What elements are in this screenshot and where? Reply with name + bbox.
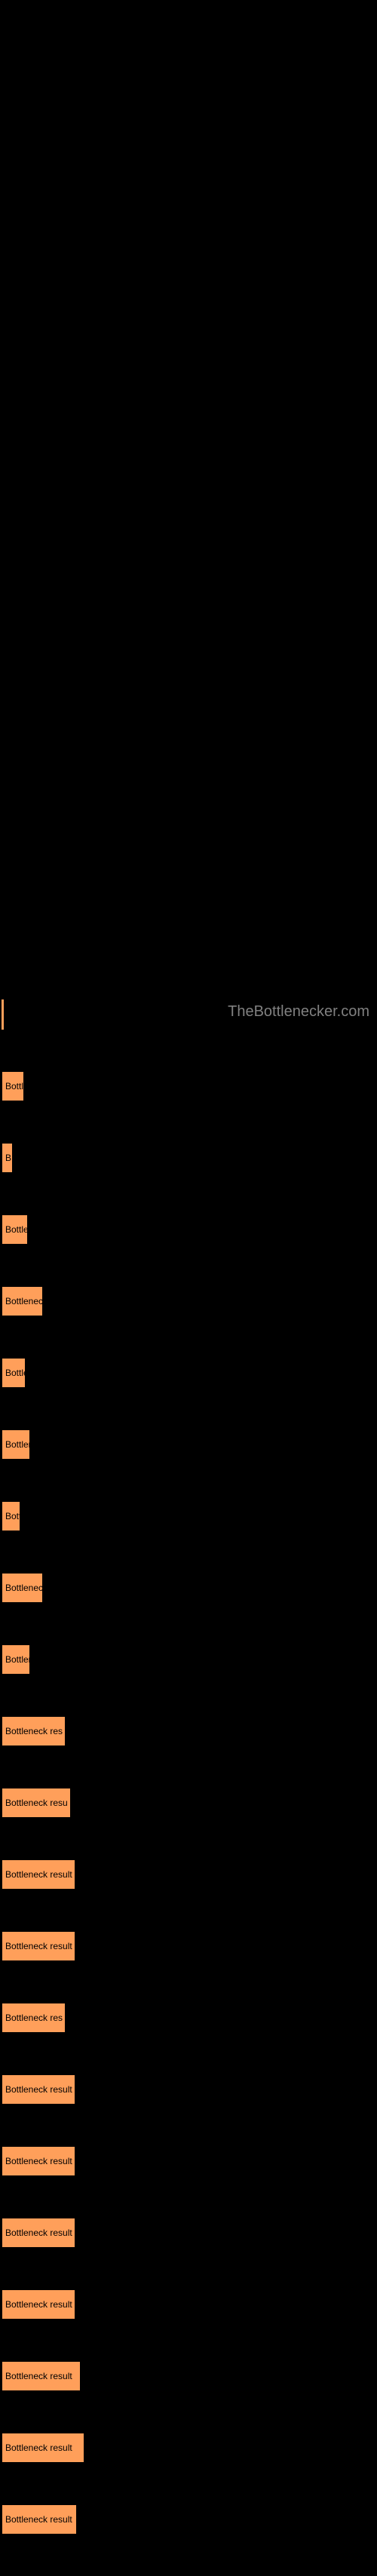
- bar-row: Bottle: [2, 1071, 377, 1101]
- bar-row: Bottler: [2, 1358, 377, 1388]
- bar-label: Bottler: [5, 1368, 26, 1378]
- bar: Bottlene: [2, 1644, 30, 1675]
- bar-row: Bottleneck result: [2, 2504, 377, 2535]
- bar-label: Bottleneck result: [5, 2084, 72, 2095]
- bar-label: Bottleneck result: [5, 2514, 72, 2525]
- bar-row: Bottleneck result: [2, 2361, 377, 2391]
- bar-label: Bottleneck result: [5, 2299, 72, 2310]
- bar-label: Bottlene: [5, 1439, 30, 1450]
- bar: Bottleneck: [2, 1286, 43, 1316]
- bar: Bottleneck result: [2, 2504, 77, 2535]
- bar: Bottleneck result: [2, 2218, 75, 2248]
- bar-label: Bottleneck result: [5, 1941, 72, 1951]
- bar: Bottleneck res: [2, 2003, 66, 2033]
- bar-row: Bott: [2, 1501, 377, 1531]
- bar-chart: Bottle B Bottlen Bottleneck Bottler Bottlene B…: [0, 999, 377, 2535]
- bar: Bottlen: [2, 1214, 28, 1245]
- bar-row: Bottleneck result: [2, 1859, 377, 1890]
- bar-row: Bottleneck result: [2, 2146, 377, 2176]
- bar-label: Bottleneck result: [5, 2371, 72, 2381]
- bar: B: [2, 1143, 13, 1173]
- bar-row: Bottlene: [2, 1644, 377, 1675]
- bar: Bottleneck result: [2, 1931, 75, 1961]
- bar-row: Bottleneck result: [2, 2289, 377, 2320]
- bar-label: Bottle: [5, 1081, 24, 1091]
- bar: [2, 999, 4, 1030]
- bar: Bottleneck result: [2, 2289, 75, 2320]
- bar-label: Bottleneck res: [5, 2013, 63, 2023]
- bar: Bott: [2, 1501, 20, 1531]
- bar: Bottleneck result: [2, 2074, 75, 2105]
- bar-label: B: [5, 1153, 11, 1163]
- bar: Bottle: [2, 1071, 24, 1101]
- bar: Bottleneck result: [2, 2361, 81, 2391]
- bar: Bottleneck result: [2, 1859, 75, 1890]
- watermark-text: TheBottlenecker.com: [228, 1003, 369, 1021]
- bar-label: Bottleneck: [5, 1583, 43, 1593]
- bar-row: Bottlene: [2, 1429, 377, 1460]
- bar: Bottleneck result: [2, 2146, 75, 2176]
- bar: Bottler: [2, 1358, 26, 1388]
- bar: Bottleneck result: [2, 2433, 84, 2463]
- bar-row: Bottleneck: [2, 1286, 377, 1316]
- bar: Bottlene: [2, 1429, 30, 1460]
- bar-label: Bottlene: [5, 1654, 30, 1665]
- bar-label: Bottleneck: [5, 1296, 43, 1306]
- bar-label: Bottleneck resu: [5, 1798, 68, 1808]
- bar-row: Bottleneck result: [2, 2218, 377, 2248]
- bar-label: Bottleneck result: [5, 1869, 72, 1880]
- bar: Bottleneck resu: [2, 1788, 71, 1818]
- bar-row: Bottleneck res: [2, 2003, 377, 2033]
- bar-label: Bottleneck result: [5, 2156, 72, 2166]
- bar-label: Bottlen: [5, 1224, 28, 1235]
- bar-row: B: [2, 1143, 377, 1173]
- bar-label: Bottleneck result: [5, 2228, 72, 2238]
- bar-row: Bottleneck result: [2, 2074, 377, 2105]
- bar-label: Bottleneck res: [5, 1726, 63, 1736]
- bar-row: Bottleneck result: [2, 2433, 377, 2463]
- bar: Bottleneck: [2, 1573, 43, 1603]
- bar-row: Bottleneck res: [2, 1716, 377, 1746]
- bar-row: Bottleneck resu: [2, 1788, 377, 1818]
- bar-label: Bottleneck result: [5, 2442, 72, 2453]
- bar-row: Bottleneck: [2, 1573, 377, 1603]
- bar-label: Bott: [5, 1511, 20, 1521]
- bar-row: Bottleneck result: [2, 1931, 377, 1961]
- bar: Bottleneck res: [2, 1716, 66, 1746]
- bar-row: Bottlen: [2, 1214, 377, 1245]
